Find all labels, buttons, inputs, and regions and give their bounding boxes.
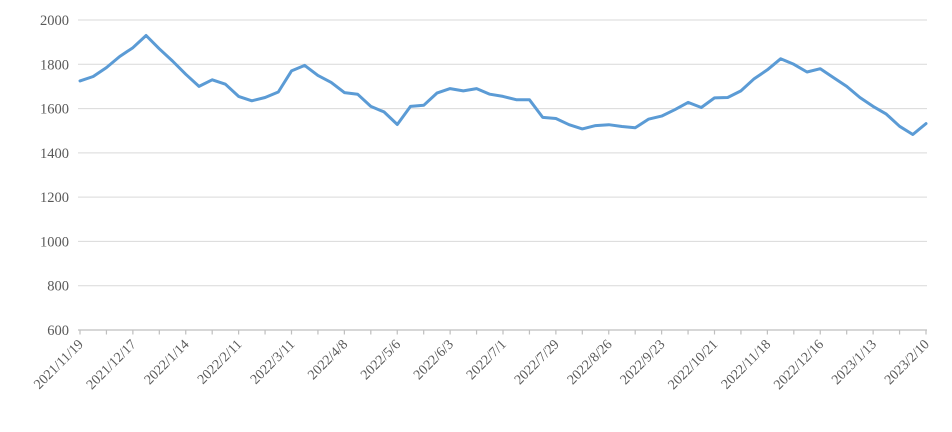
y-tick-label: 1000 bbox=[40, 234, 69, 250]
x-tick-label: 2021/11/19 bbox=[31, 337, 86, 392]
x-axis-group bbox=[78, 329, 927, 335]
x-tick-label: 2022/12/16 bbox=[771, 337, 827, 393]
x-tick-label: 2023/1/13 bbox=[829, 337, 880, 388]
x-tick-label: 2022/2/11 bbox=[195, 337, 245, 387]
y-tick-label: 1400 bbox=[40, 146, 69, 162]
x-tick-label: 2022/6/3 bbox=[411, 337, 457, 383]
x-tick-label: 2022/8/26 bbox=[565, 337, 616, 388]
x-tick-label: 2022/9/23 bbox=[618, 337, 669, 388]
x-tick-label: 2021/12/17 bbox=[84, 337, 140, 393]
x-tick-label: 2022/10/21 bbox=[666, 337, 722, 393]
series-group bbox=[78, 34, 928, 136]
x-tick-label: 2022/11/18 bbox=[719, 337, 774, 392]
x-tick-label: 2022/7/29 bbox=[512, 337, 563, 388]
y-tick-label: 1200 bbox=[40, 190, 69, 206]
y-tick-label: 1800 bbox=[40, 57, 69, 73]
y-axis-labels-group: 600 800 1000 1200 1400 1600 1800 2000 bbox=[40, 13, 69, 339]
y-tick-label: 600 bbox=[47, 323, 69, 339]
gridlines-group bbox=[78, 19, 927, 287]
x-tick-label: 2022/3/11 bbox=[248, 337, 298, 387]
x-tick-label: 2022/4/8 bbox=[305, 337, 351, 383]
x-tick-label: 2022/1/14 bbox=[142, 337, 193, 388]
y-tick-label: 2000 bbox=[40, 13, 69, 29]
y-tick-label: 800 bbox=[47, 279, 69, 295]
x-tick-label: 2022/7/1 bbox=[464, 337, 510, 383]
x-tick-label: 2023/2/10 bbox=[882, 337, 933, 388]
y-tick-label: 1600 bbox=[40, 102, 69, 118]
x-tick-label: 2022/5/6 bbox=[358, 337, 404, 383]
data-line bbox=[78, 34, 928, 136]
